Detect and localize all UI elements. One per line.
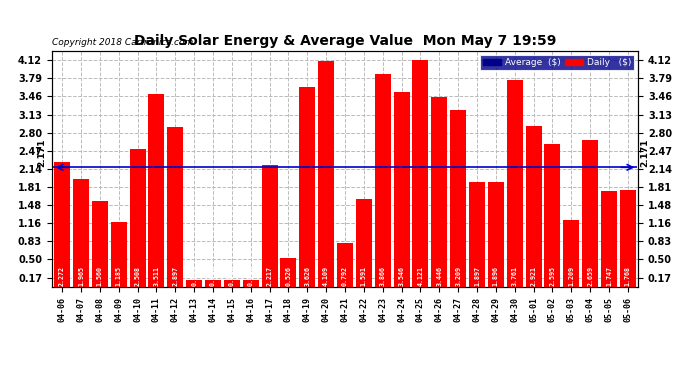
Text: 2.508: 2.508 (135, 266, 141, 286)
Text: 1.747: 1.747 (606, 266, 612, 286)
Text: 2.171: 2.171 (37, 139, 46, 167)
Bar (582, 141, 598, 287)
Text: 2.897: 2.897 (172, 266, 178, 286)
Bar (488, 183, 504, 287)
Bar (280, 258, 297, 287)
Text: 0.000: 0.000 (229, 266, 235, 286)
Bar (393, 92, 410, 287)
Bar (54, 162, 70, 287)
Bar (526, 126, 542, 287)
Text: 1.768: 1.768 (625, 266, 631, 286)
Bar (148, 93, 164, 287)
Text: 4.121: 4.121 (417, 266, 424, 286)
Text: 1.896: 1.896 (493, 266, 499, 286)
Text: 1.591: 1.591 (361, 266, 367, 286)
Legend: Average  ($), Daily   ($): Average ($), Daily ($) (480, 55, 633, 69)
Text: 3.511: 3.511 (153, 266, 159, 286)
Bar (224, 280, 240, 287)
Bar (563, 220, 580, 287)
Text: 0.000: 0.000 (248, 266, 254, 286)
Text: 2.272: 2.272 (59, 266, 65, 286)
Bar (73, 178, 89, 287)
Text: 3.626: 3.626 (304, 266, 310, 286)
Bar (375, 74, 391, 287)
Bar (450, 110, 466, 287)
Bar (243, 280, 259, 287)
Text: 0.000: 0.000 (210, 266, 216, 286)
Bar (92, 201, 108, 287)
Bar (318, 61, 334, 287)
Text: 2.217: 2.217 (266, 266, 273, 286)
Bar (337, 243, 353, 287)
Bar (299, 87, 315, 287)
Text: 3.866: 3.866 (380, 266, 386, 286)
Text: 1.897: 1.897 (474, 266, 480, 286)
Text: 4.109: 4.109 (323, 266, 329, 286)
Text: 3.761: 3.761 (512, 266, 518, 286)
Bar (356, 199, 372, 287)
Text: 1.965: 1.965 (78, 266, 84, 286)
Text: 2.921: 2.921 (531, 266, 537, 286)
Bar (205, 280, 221, 287)
Text: 0.792: 0.792 (342, 266, 348, 286)
Text: 2.659: 2.659 (587, 266, 593, 286)
Text: 1.560: 1.560 (97, 266, 103, 286)
Text: 0.526: 0.526 (286, 266, 291, 286)
Text: Copyright 2018 Cartronics.com: Copyright 2018 Cartronics.com (52, 38, 193, 47)
Text: 2.595: 2.595 (549, 266, 555, 286)
Text: 1.185: 1.185 (116, 266, 121, 286)
Bar (506, 80, 523, 287)
Text: 1.209: 1.209 (569, 266, 574, 286)
Bar (167, 128, 184, 287)
Bar (601, 190, 617, 287)
Text: 3.446: 3.446 (436, 266, 442, 286)
Text: 3.546: 3.546 (399, 266, 404, 286)
Bar (262, 165, 277, 287)
Bar (130, 149, 146, 287)
Bar (544, 144, 560, 287)
Text: 3.209: 3.209 (455, 266, 461, 286)
Bar (186, 280, 202, 287)
Title: Daily Solar Energy & Average Value  Mon May 7 19:59: Daily Solar Energy & Average Value Mon M… (134, 34, 556, 48)
Bar (431, 97, 447, 287)
Bar (413, 60, 428, 287)
Bar (620, 189, 636, 287)
Text: 2.171: 2.171 (640, 139, 649, 167)
Bar (469, 182, 485, 287)
Text: 0.000: 0.000 (191, 266, 197, 286)
Bar (110, 222, 127, 287)
